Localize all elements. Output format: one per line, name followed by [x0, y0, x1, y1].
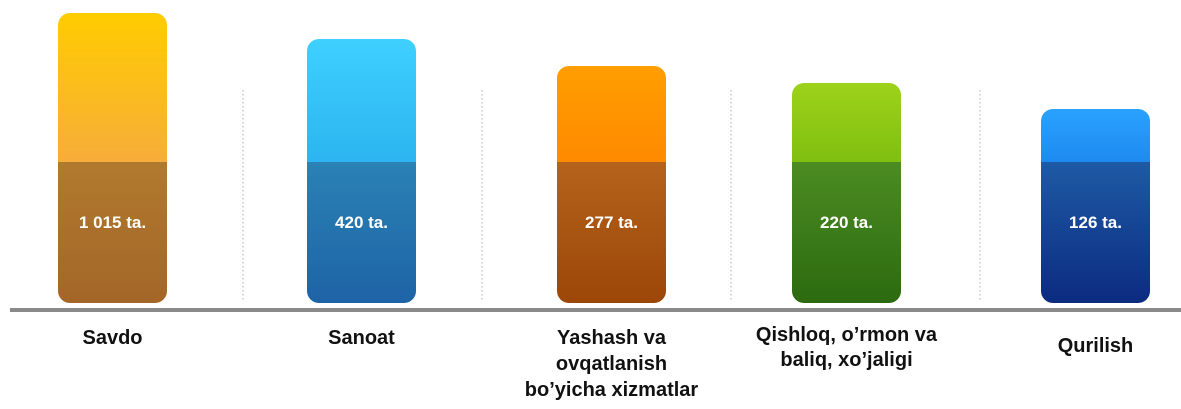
category-label: Qurilish — [1058, 335, 1134, 357]
bar-bottom — [792, 162, 901, 303]
bar-top — [307, 39, 416, 162]
bar-bottom — [307, 162, 416, 303]
bar-top — [58, 13, 167, 162]
value-label: 1 015 ta. — [79, 213, 146, 232]
value-label: 277 ta. — [585, 213, 638, 232]
separators — [242, 90, 981, 302]
bar — [307, 39, 416, 303]
bar — [58, 13, 167, 303]
bar-bottom — [1041, 162, 1150, 303]
bar — [1041, 109, 1150, 303]
category-label: Savdo — [82, 327, 142, 349]
category-label: Sanoat — [328, 327, 395, 349]
category-label: bo’yicha xizmatlar — [525, 379, 699, 401]
bar — [557, 66, 666, 303]
category-label: ovqatlanish — [556, 353, 667, 375]
category-label: baliq, xo’jaligi — [780, 349, 912, 371]
value-label: 126 ta. — [1069, 213, 1122, 232]
category-label: Qishloq, o’rmon va — [756, 324, 938, 346]
category-label: Yashash va — [557, 327, 667, 349]
bar-bottom — [557, 162, 666, 303]
bar — [792, 83, 901, 303]
value-label: 420 ta. — [335, 213, 388, 232]
bar-top — [792, 83, 901, 162]
bar-top — [1041, 109, 1150, 162]
bar-top — [557, 66, 666, 162]
value-label: 220 ta. — [820, 213, 873, 232]
bar-bottom — [58, 162, 167, 303]
